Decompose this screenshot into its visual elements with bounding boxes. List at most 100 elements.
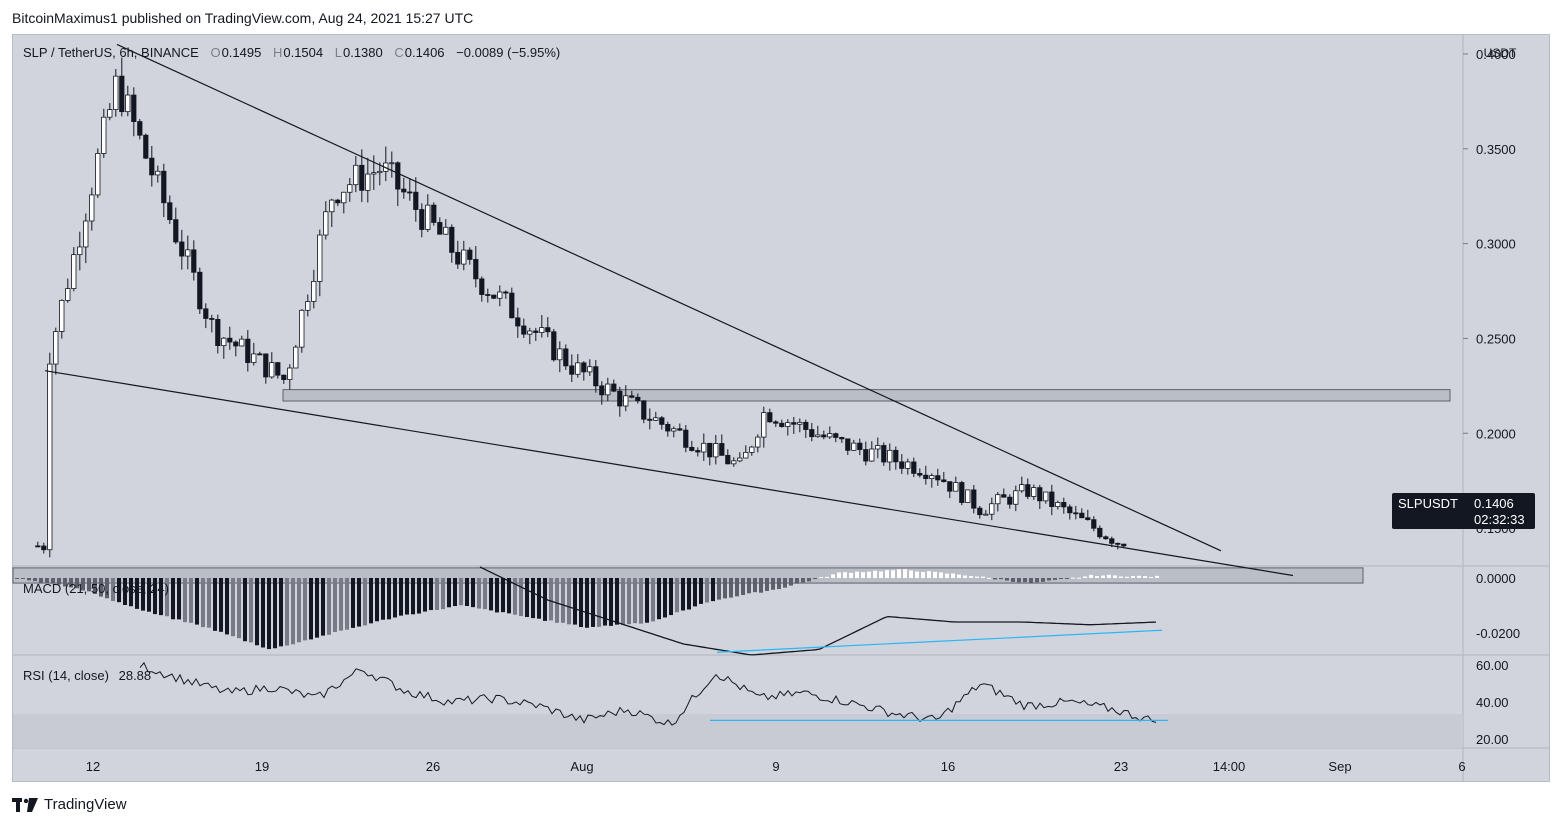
macd-histogram-bar: [381, 578, 385, 620]
macd-histogram-bar: [327, 578, 331, 635]
candle: [599, 381, 605, 405]
chart-frame[interactable]: [12, 34, 1550, 782]
macd-histogram-bar: [63, 578, 67, 587]
support-trendline: [44, 370, 1294, 577]
candle: [851, 439, 857, 451]
macd-histogram-bar: [99, 578, 103, 597]
macd-histogram-bar: [489, 578, 493, 611]
candle: [41, 542, 47, 554]
candle-down: [1001, 494, 1007, 498]
candle-up: [887, 449, 893, 463]
candle: [473, 246, 479, 288]
candle-down: [809, 429, 815, 438]
candle-up: [317, 234, 323, 282]
candle-down: [467, 249, 473, 260]
candle-up: [251, 353, 257, 363]
candle-up: [53, 331, 59, 365]
macd-histogram-bar: [711, 578, 715, 602]
candle-up: [1019, 484, 1025, 492]
macd-histogram-bar: [783, 578, 787, 588]
macd-histogram-bar: [93, 578, 97, 595]
candle-up: [287, 367, 293, 380]
candle-down: [923, 474, 929, 479]
macd-histogram-bar: [207, 578, 211, 628]
macd-histogram-bar: [387, 578, 391, 620]
candle: [137, 119, 143, 140]
candle: [815, 425, 821, 438]
macd-histogram-bar: [537, 578, 541, 619]
resistance-trendline: [116, 43, 1222, 552]
macd-histogram-bar: [69, 578, 73, 588]
candle-down: [1007, 496, 1013, 505]
candle: [497, 285, 503, 307]
candle-down: [431, 204, 437, 223]
macd-histogram-bar: [123, 578, 127, 605]
candle-down: [35, 545, 41, 548]
candle: [185, 235, 191, 270]
candle-down: [533, 330, 539, 333]
candle-up: [827, 433, 833, 438]
candle: [671, 426, 677, 438]
macd-histogram-bar: [1143, 576, 1147, 578]
macd-histogram-bar: [549, 578, 553, 621]
candle: [773, 420, 779, 427]
candle-up: [587, 366, 593, 373]
candle-down: [659, 417, 665, 425]
candle: [695, 447, 701, 457]
macd-histogram-bar: [453, 578, 457, 607]
macd-histogram-bar: [597, 578, 601, 627]
candle-down: [407, 191, 413, 194]
macd-histogram-bar: [279, 578, 283, 647]
candle-down: [911, 461, 917, 474]
candle: [287, 364, 293, 390]
macd-histogram-bar: [15, 578, 19, 579]
macd-histogram-bar: [969, 576, 973, 578]
macd-histogram-bar: [903, 569, 907, 578]
candle-up: [329, 199, 335, 213]
candle: [611, 379, 617, 393]
legend-high-label: H: [272, 45, 283, 60]
legend-low-label: L: [334, 45, 342, 60]
macd-histogram-bar: [147, 578, 151, 612]
candle-down: [479, 278, 485, 295]
candle: [323, 201, 329, 240]
macd-axis-label: 0.0000: [1476, 571, 1516, 586]
candle: [713, 434, 719, 465]
candle: [767, 408, 773, 423]
macd-histogram-bar: [273, 578, 277, 649]
candle-down: [485, 294, 491, 296]
candle-down: [767, 412, 773, 423]
candle-down: [173, 219, 179, 243]
candle: [461, 240, 467, 271]
macd-histogram-bar: [87, 578, 91, 592]
candle-up: [89, 194, 95, 222]
candle-up: [539, 327, 545, 333]
macd-histogram-bar: [1095, 576, 1099, 578]
candle-down: [197, 271, 203, 310]
candle-up: [155, 170, 161, 176]
candle-down: [401, 188, 407, 193]
candle: [1115, 542, 1121, 550]
candle-down: [1091, 519, 1097, 529]
macd-histogram-bar: [795, 578, 799, 584]
candle-up: [461, 249, 467, 265]
macd-histogram-bar: [165, 578, 169, 617]
candle: [935, 468, 941, 486]
candle: [317, 229, 323, 297]
candle: [515, 307, 521, 338]
candle: [581, 361, 587, 381]
candle-down: [179, 241, 185, 257]
candle-down: [449, 226, 455, 253]
candle: [119, 57, 125, 117]
candle-up: [605, 383, 611, 396]
macd-histogram-bar: [255, 578, 259, 646]
macd-histogram-bar: [417, 578, 421, 614]
macd-histogram-bar: [219, 578, 223, 632]
candle-up: [347, 184, 353, 193]
candle: [911, 457, 917, 478]
candle: [983, 509, 989, 516]
rsi-value: 28.88: [118, 668, 152, 683]
macd-histogram-bar: [201, 578, 205, 628]
macd-histogram-bar: [609, 578, 613, 626]
